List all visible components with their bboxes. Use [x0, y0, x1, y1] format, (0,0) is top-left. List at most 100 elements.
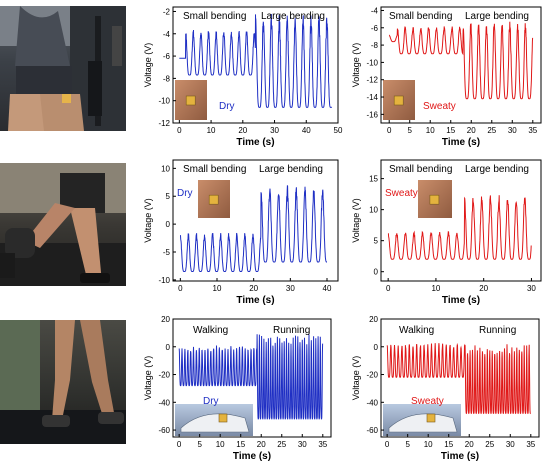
y-tick-label: 0: [166, 220, 171, 229]
sensor-patch-icon: [208, 194, 219, 205]
y-tick-label: 5: [166, 192, 171, 201]
series-line: [178, 334, 324, 420]
y-tick-label: -6: [371, 24, 379, 33]
x-tick-label: 35: [526, 440, 535, 449]
x-tick-label: 30: [286, 284, 295, 293]
x-tick-label: 10: [431, 284, 440, 293]
x-axis-label: Time (s): [442, 295, 480, 306]
x-axis-label: Time (s): [442, 137, 480, 148]
x-tick-label: 30: [298, 440, 307, 449]
y-tick-label: 20: [369, 315, 378, 324]
plot-frame: [380, 6, 542, 124]
series-line: [387, 195, 532, 260]
plot-frame: [172, 318, 332, 438]
y-tick-label: -20: [158, 371, 170, 380]
person-seated-exercise-icon: [0, 6, 126, 131]
annotation-label: Large bending: [259, 164, 323, 175]
x-tick-label: 35: [528, 126, 537, 135]
y-tick-label: -8: [371, 41, 379, 50]
inset-photo-r3-dry: [175, 404, 253, 436]
y-axis-label: Voltage (V): [351, 356, 361, 401]
x-tick-label: 35: [318, 440, 327, 449]
y-tick-label: -10: [158, 97, 170, 106]
inset-condition-label: Dry: [203, 396, 219, 407]
inset-photo-r3-sweaty: [383, 404, 461, 436]
x-axis-label: Time (s): [441, 451, 479, 462]
plot-frame: [172, 6, 339, 124]
legs-treadmill-running-icon: [0, 320, 126, 444]
x-axis-label: Time (s): [236, 295, 274, 306]
inset-condition-label: Dry: [177, 188, 193, 199]
y-tick-label: -14: [366, 93, 378, 102]
x-tick-label: 40: [302, 126, 311, 135]
x-tick-label: 20: [479, 284, 488, 293]
y-tick-label: 0: [374, 343, 379, 352]
x-tick-label: 30: [506, 440, 515, 449]
series-line: [386, 342, 531, 415]
y-tick-label: 10: [369, 206, 378, 215]
inset-condition-label: Sweaty: [423, 101, 456, 112]
y-tick-label: -2: [163, 7, 171, 16]
chart-panel-r2-sweaty: 0 10 20 30 0 5 10 15 Time (s) Voltage (V) Small be…: [351, 159, 542, 306]
x-tick-label: 30: [508, 126, 517, 135]
x-tick-label: 20: [238, 126, 247, 135]
y-axis-label: Voltage (V): [351, 198, 361, 243]
y-tick-label: -60: [366, 426, 378, 435]
x-tick-label: 20: [249, 284, 258, 293]
y-tick-label: -8: [163, 74, 171, 83]
inset-photo-r2-dry: [198, 180, 230, 218]
x-tick-label: 20: [257, 440, 266, 449]
annotation-label: Walking: [193, 325, 228, 336]
x-tick-label: 15: [236, 440, 245, 449]
running-shoes-photo: [0, 320, 126, 444]
x-tick-label: 15: [444, 440, 453, 449]
x-tick-label: 0: [177, 126, 182, 135]
annotation-label: Running: [479, 325, 516, 336]
x-tick-label: 0: [385, 440, 390, 449]
y-tick-label: 0: [166, 343, 171, 352]
x-tick-label: 5: [407, 126, 412, 135]
chart-panel-r3-sweaty: 0 5 10 15 20 25 30 35 -60 -40 -20 0 20 Time (s) Voltag…: [351, 315, 540, 462]
chart-panel-r2-dry: 0 10 20 30 40 -10 -5 0 5 10 Time (s) Voltage (V) Sma…: [143, 159, 339, 306]
series-line: [179, 13, 333, 108]
x-tick-label: 0: [386, 284, 391, 293]
inset-condition-label: Sweaty: [385, 188, 418, 199]
y-tick-label: -4: [163, 30, 171, 39]
y-tick-label: 20: [161, 315, 170, 324]
y-tick-label: -40: [366, 398, 378, 407]
y-tick-label: -10: [366, 58, 378, 67]
annotation-label: Small bending: [389, 164, 452, 175]
x-tick-label: 25: [277, 440, 286, 449]
y-tick-label: -12: [366, 76, 378, 85]
y-tick-label: 15: [369, 175, 378, 184]
y-axis-label: Voltage (V): [143, 43, 153, 88]
chart-panel-r1-sweaty: 0 5 10 15 20 25 30 35 -16 -14 -12 -10 -8 -6 -4 Time (s)…: [351, 6, 542, 148]
x-axis-label: Time (s): [236, 137, 274, 148]
sensor-patch-icon: [218, 413, 228, 423]
y-tick-label: -20: [366, 371, 378, 380]
x-tick-label: 25: [487, 126, 496, 135]
x-tick-label: 0: [178, 284, 183, 293]
x-tick-label: 10: [213, 284, 222, 293]
annotation-label: Large bending: [261, 11, 325, 22]
x-tick-label: 5: [197, 440, 202, 449]
y-tick-label: -12: [158, 119, 170, 128]
y-tick-label: -10: [158, 276, 170, 285]
x-tick-label: 30: [270, 126, 279, 135]
annotation-label: Walking: [399, 325, 434, 336]
x-tick-label: 20: [465, 440, 474, 449]
y-tick-label: -16: [366, 110, 378, 119]
x-tick-label: 20: [467, 126, 476, 135]
x-tick-label: 25: [485, 440, 494, 449]
sensor-patch-icon: [393, 95, 404, 106]
plot-frame: [380, 318, 540, 438]
y-tick-label: 10: [161, 164, 170, 173]
plot-frame: [380, 159, 542, 282]
inset-photo-r1-sweaty: [383, 80, 415, 120]
gym-exercise-photo: [0, 6, 126, 131]
x-tick-label: 10: [426, 126, 435, 135]
x-tick-label: 10: [207, 126, 216, 135]
x-tick-label: 5: [405, 440, 410, 449]
sensor-patch-icon: [426, 413, 436, 423]
x-tick-label: 50: [334, 126, 343, 135]
